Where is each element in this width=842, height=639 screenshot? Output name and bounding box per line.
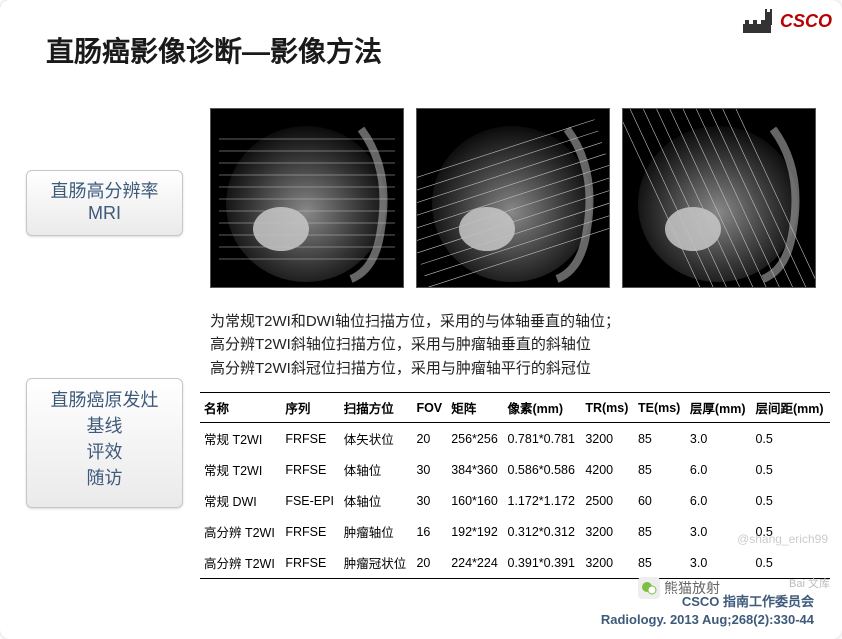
baidu-wenku-mark: Bai 文库 (789, 575, 830, 591)
table-cell: 20 (412, 423, 447, 455)
sidebar2-line3: 评效 (27, 439, 182, 465)
table-header: TR(ms) (581, 393, 634, 423)
sidebar-box-mri: 直肠高分辨率 MRI (26, 170, 183, 236)
table-cell: 0.781*0.781 (504, 423, 582, 455)
table-row: 高分辨 T2WIFRFSE肿瘤轴位16192*1920.312*0.312320… (200, 516, 830, 547)
table-cell: 体轴位 (340, 454, 413, 485)
desc-line2: 高分辨T2WI斜轴位扫描方位，采用与肿瘤轴垂直的斜轴位 (210, 333, 620, 356)
table-row: 常规 T2WIFRFSE体矢状位20256*2560.781*0.7813200… (200, 423, 830, 455)
table-cell: 384*360 (447, 454, 503, 485)
logo-text: CSCO (780, 11, 832, 31)
table-cell: 20 (412, 547, 447, 579)
table-cell: 256*256 (447, 423, 503, 455)
mri-sagittal-1 (210, 108, 404, 288)
footer-citation: CSCO 指南工作委员会 Radiology. 2013 Aug;268(2):… (601, 593, 814, 629)
table-cell: FSE-EPI (281, 485, 339, 516)
great-wall-icon (741, 8, 775, 36)
sidebar1-line2: MRI (27, 203, 182, 224)
description-text: 为常规T2WI和DWI轴位扫描方位，采用的与体轴垂直的轴位； 高分辨T2WI斜轴… (210, 310, 620, 380)
footer-line1: CSCO 指南工作委员会 (601, 593, 814, 611)
table-cell: 3.0 (686, 423, 752, 455)
table-row: 常规 DWIFSE-EPI体轴位30160*1601.172*1.1722500… (200, 485, 830, 516)
table-cell: 60 (634, 485, 686, 516)
table-header: TE(ms) (634, 393, 686, 423)
table-header: 扫描方位 (340, 393, 413, 423)
table-header: FOV (412, 393, 447, 423)
table-cell: 85 (634, 516, 686, 547)
table-cell: 3200 (581, 547, 634, 579)
table-cell: 6.0 (686, 454, 752, 485)
table-cell: 常规 T2WI (200, 454, 281, 485)
table-header: 层厚(mm) (686, 393, 752, 423)
table-cell: 体矢状位 (340, 423, 413, 455)
table-cell: 0.391*0.391 (504, 547, 582, 579)
footer-line2: Radiology. 2013 Aug;268(2):330-44 (601, 611, 814, 629)
table-cell: FRFSE (281, 454, 339, 485)
table-row: 高分辨 T2WIFRFSE肿瘤冠状位20224*2240.391*0.39132… (200, 547, 830, 579)
table-cell: 0.5 (751, 485, 830, 516)
csco-logo: CSCO (741, 8, 832, 36)
watermark-text: @shang_erich99 (737, 532, 828, 546)
mri-image-row (210, 108, 816, 288)
table-cell: 1.172*1.172 (504, 485, 582, 516)
desc-line1: 为常规T2WI和DWI轴位扫描方位，采用的与体轴垂直的轴位； (210, 310, 620, 333)
sidebar1-line1: 直肠高分辨率 (27, 177, 182, 203)
protocol-table: 名称序列扫描方位FOV矩阵像素(mm)TR(ms)TE(ms)层厚(mm)层间距… (200, 392, 830, 579)
table-cell: 0.586*0.586 (504, 454, 582, 485)
table-cell: 85 (634, 423, 686, 455)
table-cell: 2500 (581, 485, 634, 516)
sidebar2-line4: 随访 (27, 465, 182, 491)
table-header: 序列 (281, 393, 339, 423)
table-cell: 85 (634, 454, 686, 485)
table-header: 名称 (200, 393, 281, 423)
table-cell: 192*192 (447, 516, 503, 547)
table-cell: 0.5 (751, 423, 830, 455)
desc-line3: 高分辨T2WI斜冠位扫描方位，采用与肿瘤轴平行的斜冠位 (210, 357, 620, 380)
table-cell: 高分辨 T2WI (200, 516, 281, 547)
sidebar2-line1: 直肠癌原发灶 (27, 387, 182, 413)
table-cell: 6.0 (686, 485, 752, 516)
table-cell: 0.5 (751, 454, 830, 485)
table-cell: 3200 (581, 516, 634, 547)
sidebar-box-baseline: 直肠癌原发灶 基线 评效 随访 (26, 378, 183, 508)
table-cell: 85 (634, 547, 686, 579)
table-cell: 0.5 (751, 547, 830, 579)
table-cell: 肿瘤轴位 (340, 516, 413, 547)
mri-sagittal-3 (622, 108, 816, 288)
table-header: 像素(mm) (504, 393, 582, 423)
table-row: 常规 T2WIFRFSE体轴位30384*3600.586*0.58642008… (200, 454, 830, 485)
table-cell: 30 (412, 454, 447, 485)
table-header: 层间距(mm) (751, 393, 830, 423)
table-cell: 3.0 (686, 547, 752, 579)
slide-title: 直肠癌影像诊断—影像方法 (46, 30, 382, 70)
table-cell: 高分辨 T2WI (200, 547, 281, 579)
table-cell: 4200 (581, 454, 634, 485)
table-cell: 30 (412, 485, 447, 516)
mri-sagittal-2 (416, 108, 610, 288)
table-cell: 肿瘤冠状位 (340, 547, 413, 579)
table-cell: 160*160 (447, 485, 503, 516)
table-cell: 16 (412, 516, 447, 547)
table-cell: 体轴位 (340, 485, 413, 516)
table-header: 矩阵 (447, 393, 503, 423)
table-cell: 0.312*0.312 (504, 516, 582, 547)
table-cell: FRFSE (281, 547, 339, 579)
table-cell: 3200 (581, 423, 634, 455)
table-cell: 224*224 (447, 547, 503, 579)
table-cell: 常规 DWI (200, 485, 281, 516)
table-cell: 常规 T2WI (200, 423, 281, 455)
table-cell: FRFSE (281, 423, 339, 455)
sidebar2-line2: 基线 (27, 413, 182, 439)
table-cell: FRFSE (281, 516, 339, 547)
